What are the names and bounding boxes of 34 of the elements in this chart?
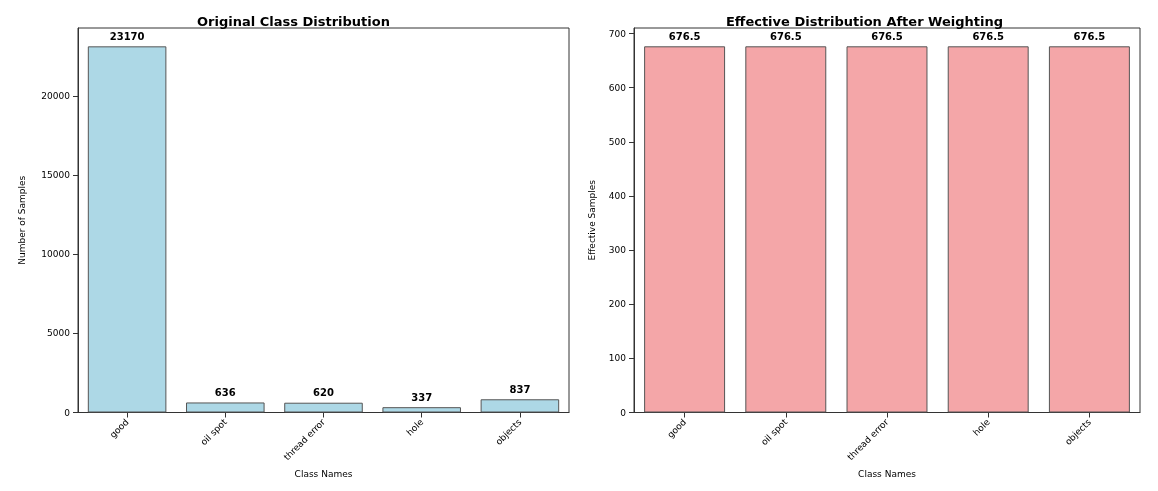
y-axis-title: Effective Samples <box>586 179 597 261</box>
data-label: 676.5 <box>1073 30 1106 42</box>
data-label: 676.5 <box>668 30 701 42</box>
bar <box>382 407 461 413</box>
chart-title: Original Class Distribution <box>197 14 390 29</box>
y-tick-label: 200 <box>608 299 627 310</box>
data-label: 636 <box>214 386 236 398</box>
y-tick-label: 100 <box>608 353 627 364</box>
y-tick-label: 20000 <box>41 91 71 102</box>
y-tick-label: 5000 <box>47 328 71 339</box>
y-axis-title: Number of Samples <box>16 175 27 265</box>
y-tick-label: 500 <box>608 136 627 147</box>
chart-title: Effective Distribution After Weighting <box>725 14 1004 29</box>
bar <box>87 46 167 413</box>
bar <box>480 399 560 413</box>
data-label: 676.5 <box>871 30 903 42</box>
y-tick-label: 10000 <box>41 249 71 260</box>
y-tick-label: 0 <box>620 407 627 418</box>
bar <box>284 402 363 413</box>
data-label: 337 <box>411 391 433 403</box>
data-label: 837 <box>509 383 531 395</box>
data-label: 23170 <box>109 30 145 42</box>
data-label: 676.5 <box>972 30 1005 42</box>
y-tick-label: 0 <box>64 407 71 418</box>
x-axis-title: Class Names <box>294 468 353 479</box>
x-axis-title: Class Names <box>858 468 917 479</box>
y-tick-label: 700 <box>608 28 627 39</box>
data-label: 676.5 <box>769 30 802 42</box>
y-tick-label: 400 <box>608 190 627 201</box>
data-label: 620 <box>313 387 334 399</box>
y-tick-label: 600 <box>608 82 627 93</box>
bar <box>186 402 265 413</box>
y-tick-label: 300 <box>608 245 627 256</box>
y-tick-label: 15000 <box>41 170 71 181</box>
